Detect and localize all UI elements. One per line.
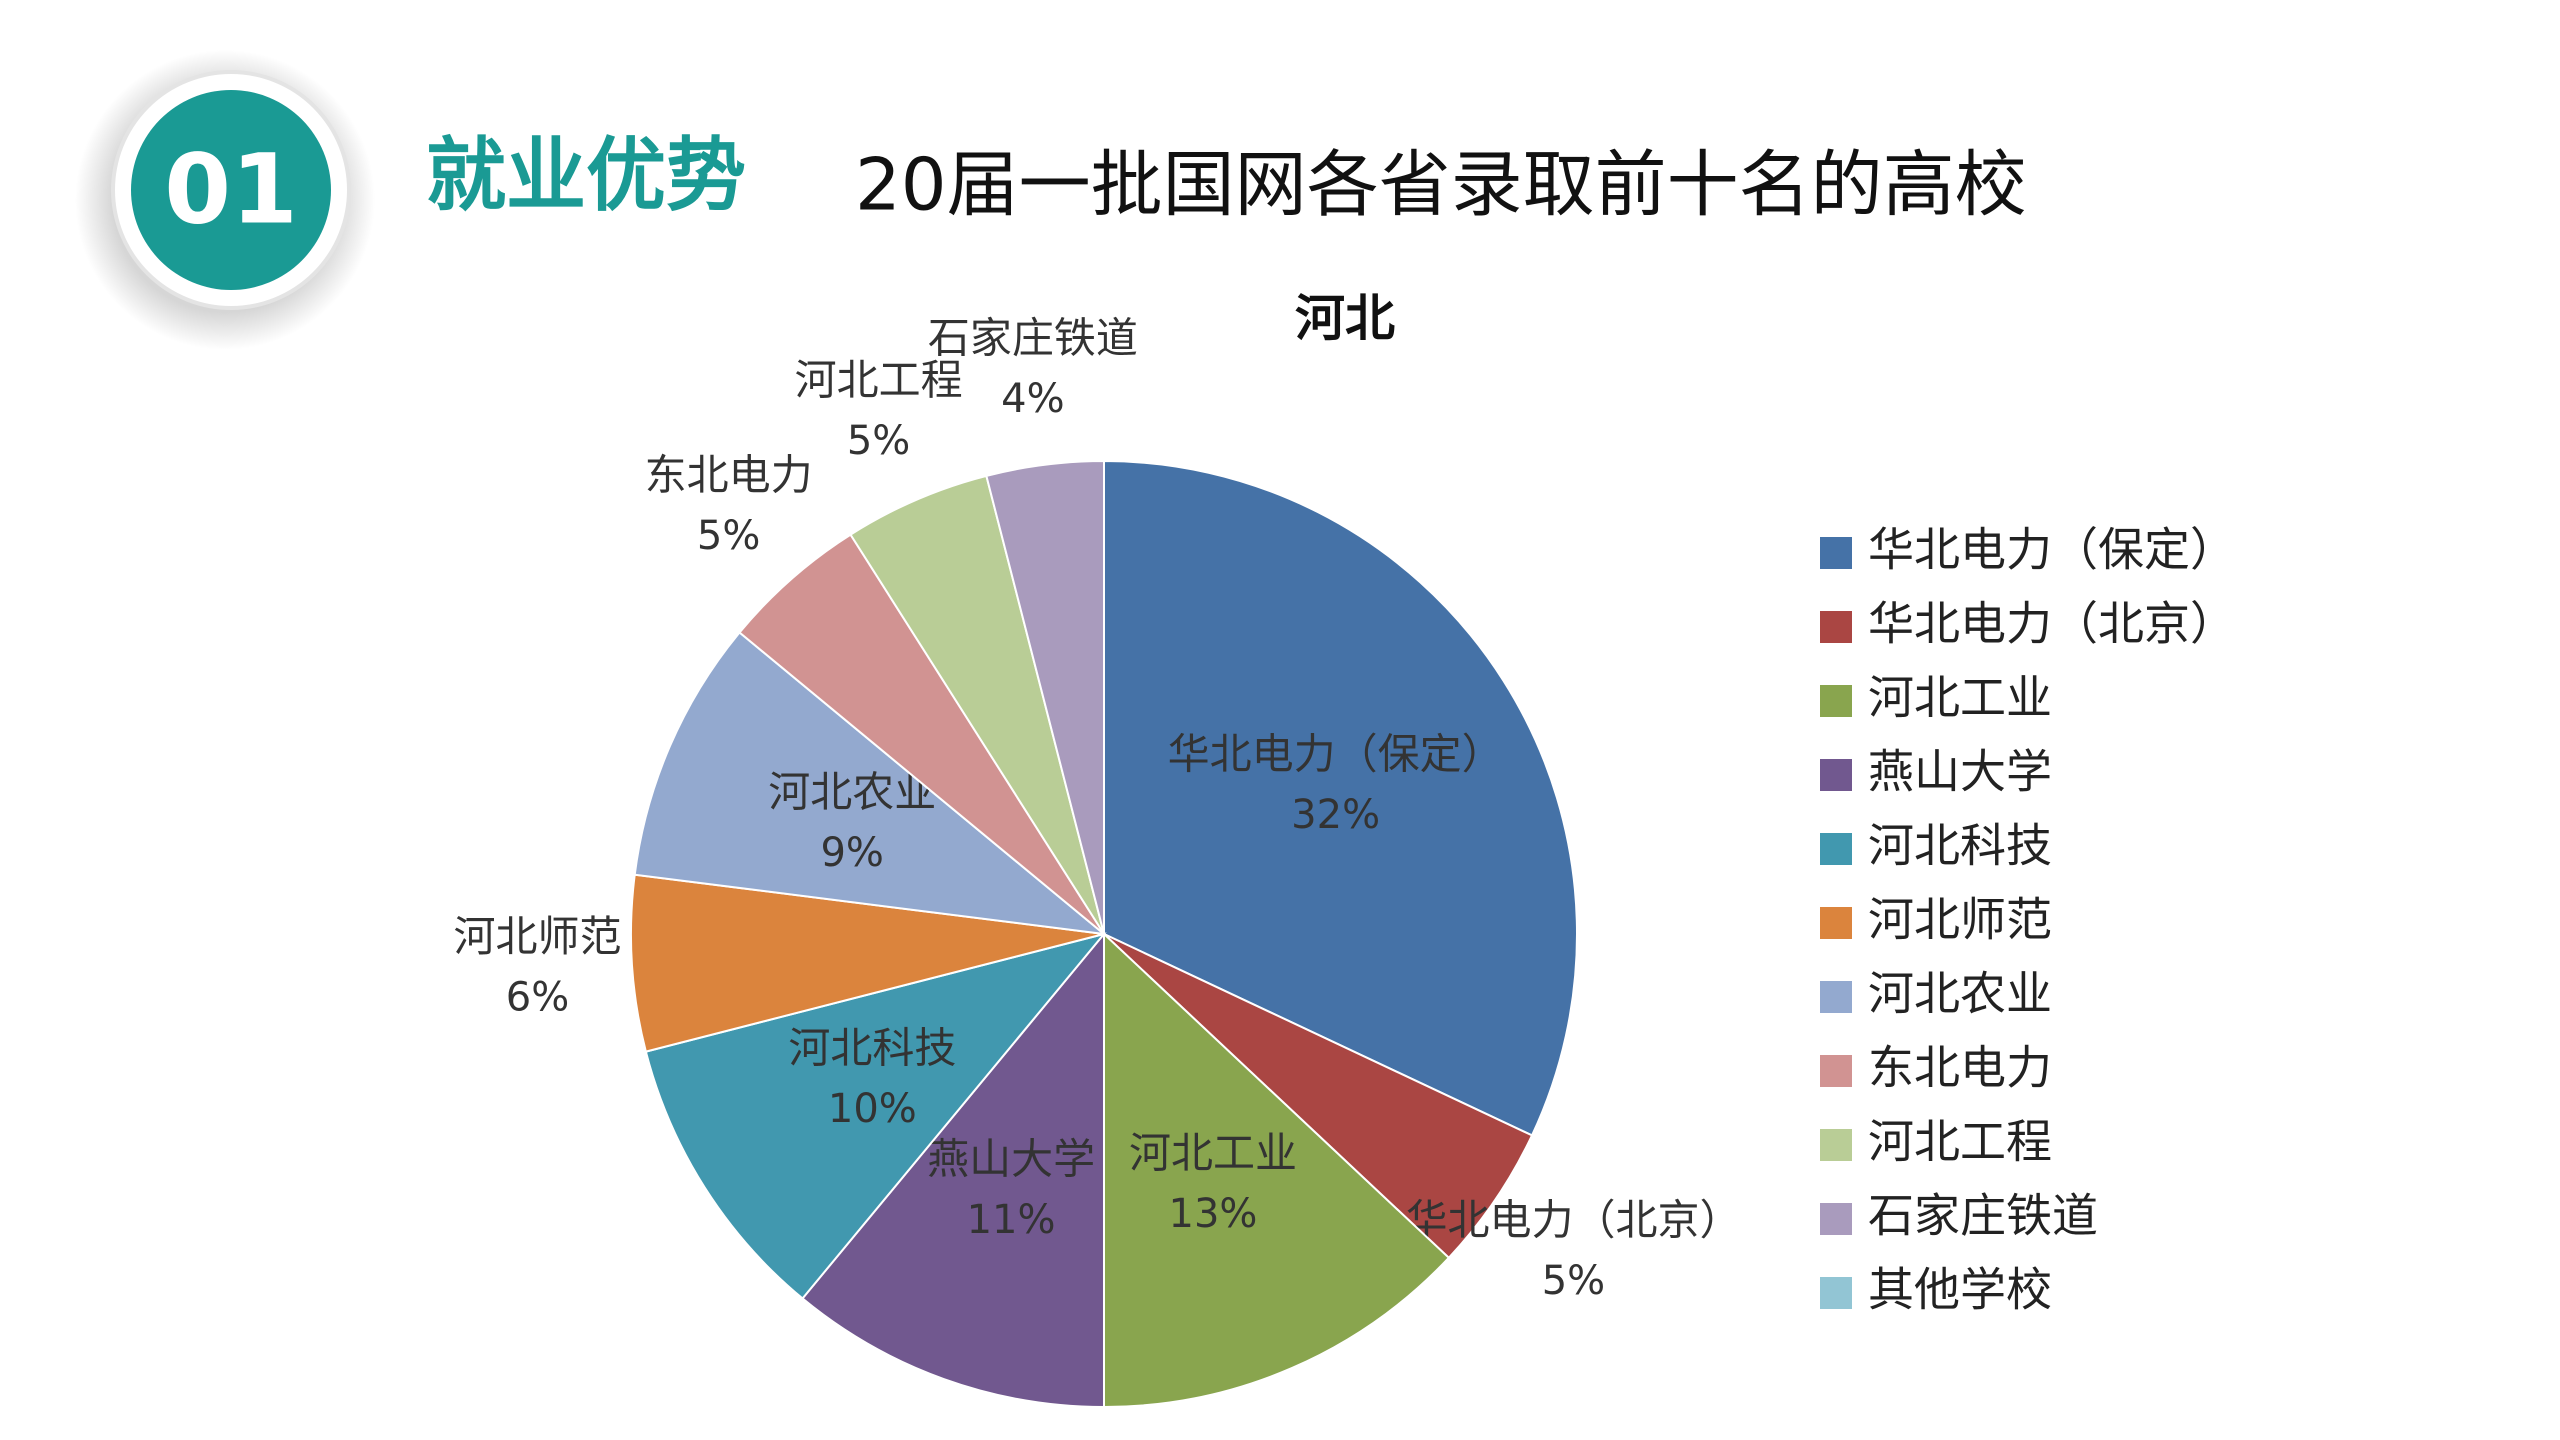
data-label-value: 5% [847,418,910,464]
data-label-value: 6% [506,975,569,1021]
data-label-value: 9% [820,830,883,876]
legend-label: 华北电力（北京） [1868,597,2236,651]
legend-label: 燕山大学 [1868,745,2052,799]
badge [131,90,331,290]
legend-swatch [1820,1055,1852,1087]
pie-slice [801,931,1105,1409]
pie-slice [1103,459,1578,1137]
legend-swatch [1820,611,1852,643]
legend-label: 河北科技 [1868,819,2052,873]
legend-swatch [1820,833,1852,865]
data-label-name: 河北农业 [768,768,936,817]
legend-swatch [1820,907,1852,939]
pie-slice [1103,931,1451,1409]
legend-label: 其他学校 [1868,1263,2052,1317]
data-label-name: 东北电力 [645,451,813,500]
section-title: 就业优势 [426,129,746,222]
legend-swatch [1820,981,1852,1013]
legend-swatch [1820,1203,1852,1235]
slide-subtitle: 20届一批国网各省录取前十名的高校 [855,143,2027,227]
data-label-value: 13% [1169,1191,1258,1237]
data-label-value: 5% [1542,1258,1605,1304]
chart-title: 河北 [1295,290,1395,348]
data-label-value: 11% [967,1197,1056,1243]
data-label-name: 燕山大学 [927,1135,1095,1184]
legend-label: 河北工程 [1868,1115,2052,1169]
legend-swatch [1820,1129,1852,1161]
data-label-name: 河北工业 [1129,1128,1297,1177]
legend-label: 石家庄铁道 [1868,1189,2098,1243]
data-label-name: 河北师范 [454,912,622,961]
pie-slice [644,932,1107,1300]
pie-slice [633,631,1108,936]
legend-swatch [1820,685,1852,717]
legend-swatch [1820,537,1852,569]
legend-swatch [1820,759,1852,791]
data-label-value: 5% [697,513,760,559]
badge-text: 01 [164,133,298,245]
legend-label: 河北工业 [1868,671,2052,725]
data-label-name: 河北科技 [788,1023,956,1072]
pie-slice [849,474,1105,935]
data-label-value: 32% [1291,792,1380,838]
legend-swatch [1820,1277,1852,1309]
pie-slice [630,873,1105,1053]
pie-slice [1103,933,1534,1260]
data-label-name: 华北电力（保定） [1168,730,1504,779]
data-label-value: 10% [828,1086,917,1132]
pie-slice [738,533,1105,935]
legend-label: 华北电力（保定） [1868,523,2236,577]
data-label-name: 华北电力（北京） [1405,1196,1741,1245]
legend-label: 东北电力 [1868,1041,2052,1095]
legend-label: 河北农业 [1868,967,2052,1021]
data-label-value: 4% [1001,376,1064,422]
legend-label: 河北师范 [1868,893,2052,947]
data-label-name: 河北工程 [795,356,963,405]
data-label-name: 石家庄铁道 [928,313,1138,362]
